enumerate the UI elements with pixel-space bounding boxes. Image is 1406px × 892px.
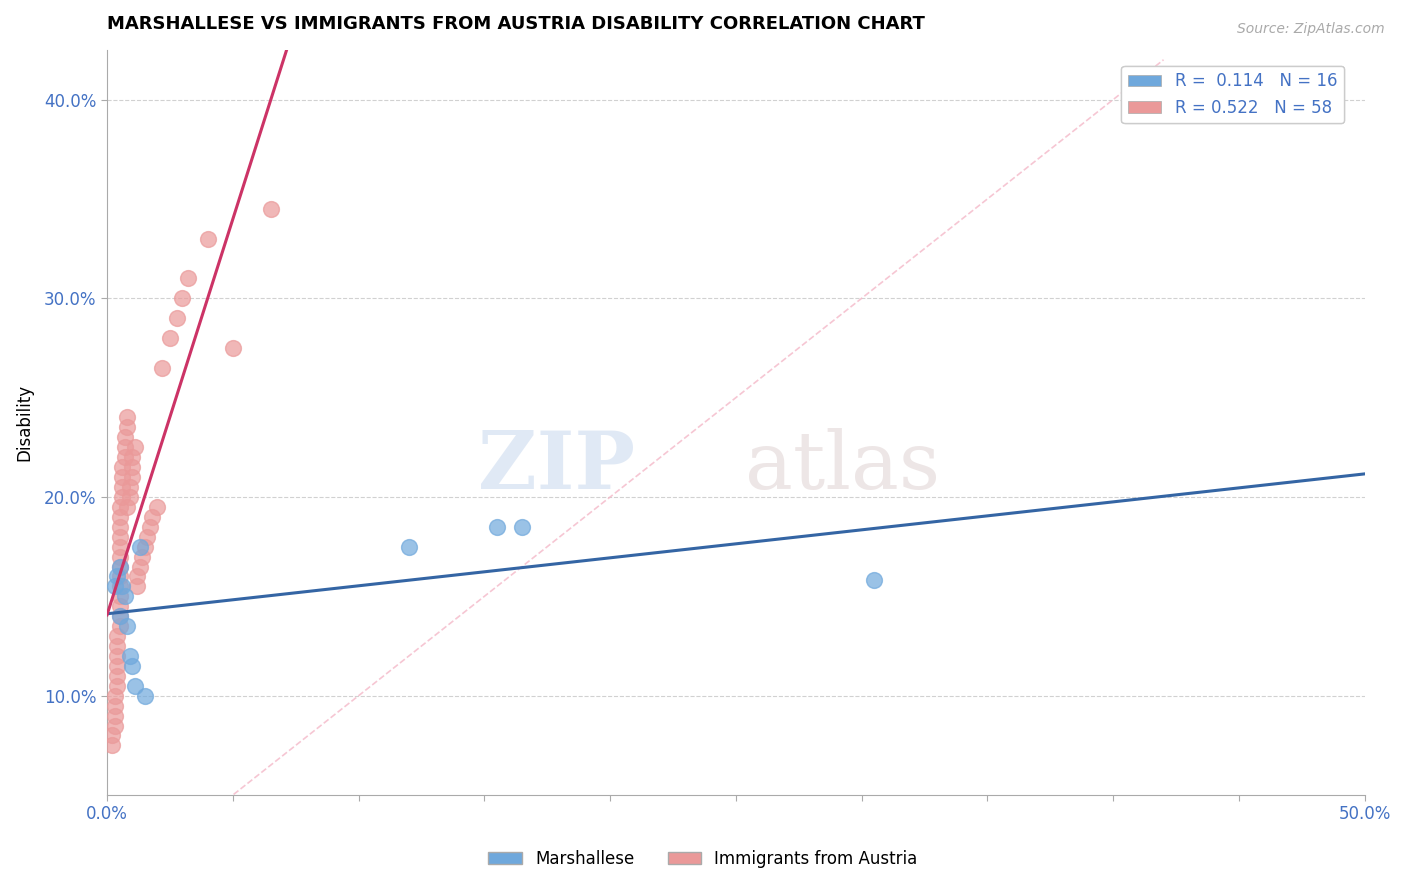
Point	[150, 360, 173, 375]
Point	[510, 520, 533, 534]
Point	[166, 311, 188, 326]
Point	[101, 728, 124, 742]
Point	[103, 708, 125, 723]
Y-axis label: Disability: Disability	[15, 384, 32, 461]
Point	[121, 470, 143, 484]
Text: atlas: atlas	[745, 428, 941, 506]
Point	[134, 689, 156, 703]
Text: MARSHALLESE VS IMMIGRANTS FROM AUSTRIA DISABILITY CORRELATION CHART: MARSHALLESE VS IMMIGRANTS FROM AUSTRIA D…	[107, 15, 925, 33]
Text: Source: ZipAtlas.com: Source: ZipAtlas.com	[1237, 22, 1385, 37]
Point	[259, 202, 281, 216]
Point	[114, 450, 136, 465]
Legend: Marshallese, Immigrants from Austria: Marshallese, Immigrants from Austria	[482, 844, 924, 875]
Point	[105, 669, 128, 683]
Point	[114, 440, 136, 454]
Point	[134, 540, 156, 554]
Point	[128, 559, 150, 574]
Point	[105, 629, 128, 643]
Point	[111, 460, 134, 475]
Point	[115, 410, 138, 425]
Point	[128, 540, 150, 554]
Point	[121, 659, 143, 673]
Point	[103, 689, 125, 703]
Point	[146, 500, 169, 514]
Point	[111, 579, 134, 593]
Point	[108, 540, 131, 554]
Point	[118, 480, 141, 494]
Point	[139, 520, 162, 534]
Point	[127, 579, 149, 593]
Point	[197, 232, 219, 246]
Point	[108, 599, 131, 614]
Point	[118, 648, 141, 663]
Point	[105, 659, 128, 673]
Point	[118, 490, 141, 504]
Point	[108, 500, 131, 514]
Point	[114, 590, 136, 604]
Point	[398, 540, 420, 554]
Point	[136, 530, 159, 544]
Point	[105, 639, 128, 653]
Point	[121, 450, 143, 465]
Point	[101, 739, 124, 753]
Point	[111, 490, 134, 504]
Point	[863, 574, 886, 588]
Point	[105, 648, 128, 663]
Point	[108, 619, 131, 633]
Point	[141, 509, 163, 524]
Point	[124, 679, 146, 693]
Point	[103, 579, 125, 593]
Point	[124, 440, 146, 454]
Point	[222, 341, 245, 355]
Point	[111, 470, 134, 484]
Point	[108, 590, 131, 604]
Point	[115, 619, 138, 633]
Point	[103, 698, 125, 713]
Point	[115, 420, 138, 434]
Point	[172, 291, 194, 305]
Point	[108, 520, 131, 534]
Point	[115, 500, 138, 514]
Point	[485, 520, 508, 534]
Point	[108, 559, 131, 574]
Point	[121, 460, 143, 475]
Point	[127, 569, 149, 583]
Point	[108, 559, 131, 574]
Point	[105, 679, 128, 693]
Text: ZIP: ZIP	[478, 428, 636, 506]
Point	[159, 331, 181, 345]
Point	[131, 549, 153, 564]
Point	[108, 549, 131, 564]
Point	[108, 509, 131, 524]
Point	[103, 718, 125, 732]
Point	[108, 530, 131, 544]
Point	[114, 430, 136, 444]
Point	[108, 609, 131, 624]
Point	[108, 569, 131, 583]
Point	[108, 609, 131, 624]
Point	[108, 579, 131, 593]
Point	[105, 569, 128, 583]
Point	[111, 480, 134, 494]
Point	[176, 271, 198, 285]
Legend: R =  0.114   N = 16, R = 0.522   N = 58: R = 0.114 N = 16, R = 0.522 N = 58	[1122, 66, 1344, 123]
